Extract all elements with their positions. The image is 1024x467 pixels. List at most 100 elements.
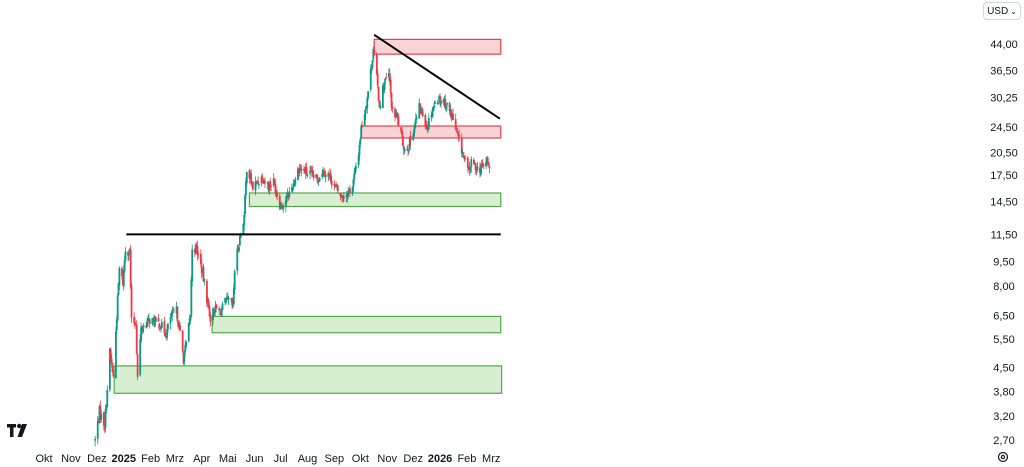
price-axis[interactable]: 44,00 36,50 30,25 24,50 20,50 17,50 14,50 11,50… xyxy=(990,39,1018,447)
candle xyxy=(294,176,297,187)
candle xyxy=(196,240,199,261)
candle xyxy=(290,183,293,192)
candle xyxy=(297,166,299,181)
resistance-zone-2[interactable] xyxy=(373,38,502,55)
candle xyxy=(171,306,174,321)
price-tick-label: 36,50 xyxy=(990,66,1018,78)
support-zone-2[interactable] xyxy=(211,315,502,334)
support-zone-3[interactable] xyxy=(248,192,502,208)
candle xyxy=(221,301,224,311)
candles-layer xyxy=(94,46,491,447)
candle xyxy=(118,266,121,290)
candle xyxy=(121,266,123,280)
price-tick-label: 3,80 xyxy=(993,386,1014,398)
candle xyxy=(469,166,472,174)
candle xyxy=(486,155,489,167)
price-tick-label: 6,50 xyxy=(993,310,1014,322)
candle xyxy=(124,247,127,263)
candle xyxy=(466,156,469,174)
candle xyxy=(427,113,430,131)
candle xyxy=(305,162,308,177)
candle xyxy=(258,183,260,190)
candle xyxy=(269,178,272,191)
candle xyxy=(136,353,139,381)
candle xyxy=(397,113,400,127)
candle xyxy=(154,316,157,323)
candle xyxy=(215,303,218,310)
candle xyxy=(361,120,363,129)
candle xyxy=(433,100,436,105)
candle xyxy=(476,161,479,173)
currency-selector-button[interactable]: USD ⌄ xyxy=(983,2,1021,20)
resistance-zone-1[interactable] xyxy=(360,125,502,139)
time-tick-label: Apr xyxy=(193,453,210,465)
candle xyxy=(270,183,272,192)
candle xyxy=(377,86,380,102)
time-tick-label: Jun xyxy=(246,453,264,465)
chevron-down-icon: ⌄ xyxy=(1010,6,1017,16)
candle xyxy=(487,161,490,167)
candle xyxy=(177,320,180,330)
candle xyxy=(359,137,362,148)
candle xyxy=(444,94,447,111)
candle xyxy=(219,307,221,311)
candle xyxy=(349,185,351,197)
candle xyxy=(454,113,457,131)
candle xyxy=(415,114,418,120)
candle xyxy=(129,245,132,290)
time-tick-label: Okt xyxy=(352,453,369,465)
candle xyxy=(328,172,331,180)
candle xyxy=(445,104,448,113)
candle xyxy=(288,187,291,200)
candle xyxy=(190,275,193,318)
candle xyxy=(139,334,142,377)
candle xyxy=(452,108,454,121)
candle xyxy=(472,157,475,165)
candle xyxy=(464,155,467,161)
candle xyxy=(189,315,192,325)
candle xyxy=(401,130,404,147)
candle xyxy=(446,102,448,111)
time-tick-label: 2025 xyxy=(111,453,135,465)
candle xyxy=(300,165,303,177)
candle xyxy=(316,175,319,185)
price-tick-label: 24,50 xyxy=(990,122,1018,134)
currency-label: USD xyxy=(987,5,1009,17)
candle xyxy=(187,322,190,343)
candle xyxy=(488,164,491,174)
candle xyxy=(197,250,200,259)
tradingview-logo-icon[interactable] xyxy=(6,423,34,439)
price-tick-label: 30,25 xyxy=(990,92,1018,104)
price-tick-label: 2,70 xyxy=(993,435,1014,447)
candle xyxy=(273,178,276,185)
candle xyxy=(203,278,206,286)
candle xyxy=(251,181,254,192)
price-tick-label: 44,00 xyxy=(990,39,1018,51)
candle xyxy=(291,187,294,194)
candle xyxy=(407,149,410,154)
downtrend-line-1[interactable] xyxy=(373,33,501,120)
candle xyxy=(209,311,212,327)
price-tick-label: 20,50 xyxy=(990,147,1018,159)
candle xyxy=(437,102,440,105)
price-tick-label: 9,50 xyxy=(993,256,1014,268)
candle xyxy=(191,244,194,287)
candle xyxy=(458,129,461,142)
candle xyxy=(482,162,485,169)
candle xyxy=(233,269,236,295)
candle xyxy=(347,186,350,200)
time-tick-label: Jul xyxy=(274,453,288,465)
price-tick-label: 8,00 xyxy=(993,281,1014,293)
time-tick-label: Feb xyxy=(141,453,160,465)
gear-icon[interactable] xyxy=(995,449,1011,465)
candle xyxy=(409,130,412,146)
support-zone-1[interactable] xyxy=(113,365,503,394)
time-axis[interactable]: Okt Nov Dez 2025 Feb Mrz Apr Mai Jun Jul Aug Sep Okt… xyxy=(35,453,500,465)
candle xyxy=(376,69,379,89)
candle xyxy=(151,318,154,326)
zone-layer xyxy=(113,38,503,394)
candle xyxy=(245,171,248,186)
candle xyxy=(142,323,145,333)
candle xyxy=(181,330,184,354)
